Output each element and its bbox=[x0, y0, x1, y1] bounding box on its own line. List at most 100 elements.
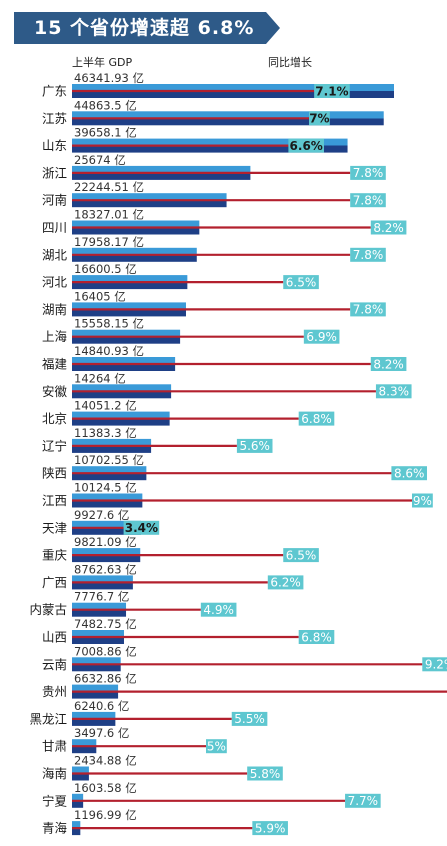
province-label: 河南 bbox=[42, 193, 67, 208]
growth-label-box bbox=[391, 466, 427, 481]
growth-label-box bbox=[236, 438, 273, 453]
growth-value-label: 6.5% bbox=[286, 275, 317, 289]
growth-label-box bbox=[422, 657, 447, 672]
gdp-value-label: 6632.86 亿 bbox=[74, 672, 137, 686]
province-label: 江西 bbox=[42, 493, 67, 508]
growth-value-label: 6.8% bbox=[301, 412, 332, 426]
growth-label-box bbox=[231, 711, 268, 726]
province-label: 福建 bbox=[42, 357, 68, 372]
gdp-value-label: 46341.93 亿 bbox=[74, 71, 144, 85]
growth-label-box bbox=[309, 111, 330, 126]
gdp-value-label: 8762.63 亿 bbox=[74, 562, 137, 576]
growth-value-label: 8.2% bbox=[373, 357, 404, 371]
growth-label-box bbox=[350, 247, 386, 262]
province-label: 广东 bbox=[42, 84, 67, 99]
growth-label-box bbox=[303, 329, 340, 344]
growth-label-box bbox=[247, 766, 283, 781]
province-label: 广西 bbox=[42, 575, 67, 590]
province-label: 青海 bbox=[42, 821, 68, 836]
province-label: 贵州 bbox=[42, 684, 67, 699]
province-label: 山东 bbox=[42, 138, 67, 153]
growth-label-box bbox=[370, 220, 407, 235]
gdp-value-label: 11383.3 亿 bbox=[74, 426, 137, 440]
growth-label-box bbox=[298, 411, 335, 426]
growth-label-box bbox=[283, 275, 319, 290]
growth-value-label: 6.2% bbox=[270, 576, 301, 590]
province-label: 海南 bbox=[42, 766, 67, 781]
province-label: 上海 bbox=[42, 329, 68, 344]
growth-value-label: 7% bbox=[309, 112, 329, 126]
growth-value-label: 5% bbox=[207, 740, 226, 754]
gdp-value-label: 14051.2 亿 bbox=[74, 399, 137, 413]
province-label: 黑龙江 bbox=[29, 711, 67, 726]
gdp-value-label: 7776.7 亿 bbox=[74, 590, 129, 604]
growth-label-box bbox=[350, 193, 386, 208]
growth-label-box bbox=[288, 138, 324, 153]
growth-label-box bbox=[412, 493, 433, 508]
gdp-value-label: 1196.99 亿 bbox=[74, 808, 137, 822]
gdp-value-label: 17958.17 亿 bbox=[74, 235, 144, 249]
growth-label-box bbox=[370, 357, 407, 371]
growth-value-label: 5.5% bbox=[234, 712, 265, 726]
province-label: 内蒙古 bbox=[29, 602, 67, 617]
growth-column-header: 同比增长 bbox=[268, 56, 312, 69]
gdp-value-label: 22244.51 亿 bbox=[74, 180, 144, 194]
growth-label-box bbox=[375, 384, 412, 399]
growth-label-box bbox=[267, 575, 304, 590]
growth-value-label: 7.1% bbox=[315, 84, 348, 98]
growth-label-box bbox=[350, 302, 386, 317]
gdp-value-label: 9927.6 亿 bbox=[74, 508, 129, 522]
growth-value-label: 9.2% bbox=[425, 658, 447, 672]
growth-value-label: 6.6% bbox=[290, 139, 323, 153]
growth-value-label: 3.4% bbox=[125, 521, 158, 535]
growth-label-box bbox=[298, 630, 335, 644]
gdp-value-label: 16405 亿 bbox=[74, 289, 126, 303]
gdp-value-label: 15558.15 亿 bbox=[74, 317, 144, 331]
growth-value-label: 7.8% bbox=[353, 248, 384, 262]
province-label: 重庆 bbox=[42, 548, 68, 563]
gdp-value-label: 3497.6 亿 bbox=[74, 726, 129, 740]
gdp-value-label: 39658.1 亿 bbox=[74, 126, 137, 140]
province-label: 宁夏 bbox=[42, 793, 68, 808]
growth-value-label: 8.6% bbox=[394, 467, 425, 481]
growth-value-label: 7.8% bbox=[353, 194, 384, 208]
title-banner-shape bbox=[14, 12, 280, 44]
growth-value-label: 7.8% bbox=[353, 303, 384, 317]
gdp-value-label: 10702.55 亿 bbox=[74, 453, 144, 467]
gdp-column-header: 上半年 GDP bbox=[72, 56, 133, 69]
province-label: 北京 bbox=[42, 411, 67, 426]
province-label: 湖北 bbox=[42, 247, 68, 262]
province-label: 湖南 bbox=[42, 302, 67, 317]
growth-label-box bbox=[314, 84, 350, 98]
gdp-value-label: 2434.88 亿 bbox=[74, 754, 137, 768]
province-label: 陕西 bbox=[42, 466, 67, 481]
growth-value-label: 7.7% bbox=[348, 794, 379, 808]
gdp-value-label: 16600.5 亿 bbox=[74, 262, 137, 276]
growth-value-label: 6.5% bbox=[286, 548, 317, 562]
province-label: 甘肃 bbox=[42, 739, 67, 754]
province-label: 天津 bbox=[42, 520, 67, 535]
province-label: 河北 bbox=[42, 275, 68, 290]
gdp-value-label: 25674 亿 bbox=[74, 153, 126, 167]
gdp-value-label: 14840.93 亿 bbox=[74, 344, 144, 358]
growth-label-box bbox=[206, 739, 227, 754]
growth-label-box bbox=[252, 821, 288, 836]
gdp-value-label: 9821.09 亿 bbox=[74, 535, 137, 549]
province-label: 浙江 bbox=[42, 165, 67, 180]
title-banner bbox=[14, 12, 280, 44]
province-label: 辽宁 bbox=[42, 438, 67, 453]
gdp-value-label: 44863.5 亿 bbox=[74, 98, 137, 112]
gdp-value-label: 7008.86 亿 bbox=[74, 644, 137, 658]
chart-title: 15 个省份增速超 6.8% bbox=[34, 17, 255, 39]
growth-value-label: 4.9% bbox=[203, 603, 234, 617]
growth-value-label: 6.8% bbox=[301, 630, 332, 644]
growth-value-label: 8.2% bbox=[373, 221, 404, 235]
growth-value-label: 5.8% bbox=[250, 767, 281, 781]
growth-value-label: 7.8% bbox=[353, 166, 384, 180]
gdp-value-label: 1603.58 亿 bbox=[74, 781, 137, 795]
growth-label-box bbox=[283, 548, 319, 563]
gdp-value-label: 7482.75 亿 bbox=[74, 617, 137, 631]
province-label: 安徽 bbox=[42, 384, 68, 399]
growth-value-label: 9% bbox=[413, 494, 432, 508]
